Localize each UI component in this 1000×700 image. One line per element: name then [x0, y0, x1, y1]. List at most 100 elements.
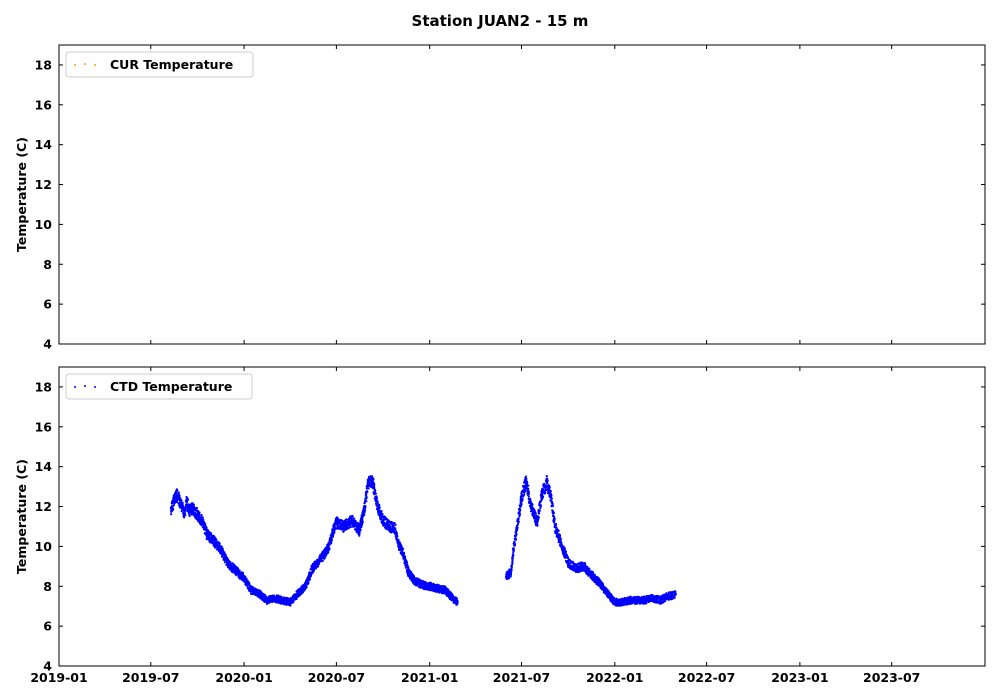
- data-point: [393, 521, 396, 525]
- data-point: [361, 522, 364, 526]
- data-point: [529, 500, 532, 503]
- data-point: [545, 481, 548, 484]
- data-point: [537, 518, 540, 521]
- data-point: [200, 513, 203, 517]
- legend-box: [65, 373, 253, 400]
- data-points-ctd: [169, 475, 677, 607]
- figure-title: Station JUAN2 - 15 m: [412, 12, 589, 30]
- data-point: [219, 547, 222, 550]
- data-point: [517, 520, 521, 523]
- data-point: [198, 515, 201, 518]
- data-point: [184, 505, 187, 508]
- legend: CUR Temperature: [65, 51, 254, 78]
- x-tick-label: 2020-07: [308, 670, 365, 685]
- data-point: [532, 507, 535, 510]
- y-tick-label: 6: [43, 619, 52, 634]
- data-point: [539, 504, 542, 508]
- data-point: [666, 595, 669, 598]
- x-tick-label: 2022-01: [586, 670, 643, 685]
- data-point: [376, 505, 379, 508]
- data-point: [609, 593, 613, 596]
- data-point: [181, 505, 184, 508]
- data-point: [519, 509, 522, 512]
- x-tick-label: 2023-07: [863, 670, 920, 685]
- y-tick-label: 16: [35, 419, 53, 434]
- data-point: [555, 527, 558, 530]
- data-point: [510, 565, 513, 569]
- data-point: [548, 485, 551, 489]
- data-point: [350, 519, 354, 522]
- data-point: [524, 489, 527, 492]
- data-point: [210, 534, 213, 537]
- data-point: [358, 532, 361, 535]
- data-point: [212, 539, 215, 542]
- data-point: [194, 511, 197, 514]
- data-point: [250, 589, 253, 592]
- data-point: [227, 563, 230, 566]
- data-point: [539, 499, 543, 503]
- data-point: [184, 509, 187, 512]
- data-point: [517, 517, 520, 520]
- data-point: [185, 499, 188, 502]
- data-point: [215, 539, 218, 542]
- data-point: [326, 551, 329, 554]
- data-point: [365, 495, 368, 498]
- data-point: [242, 577, 246, 580]
- data-point: [513, 542, 517, 545]
- data-point: [221, 547, 224, 551]
- data-point: [516, 526, 519, 529]
- data-point: [373, 486, 376, 489]
- data-point: [380, 510, 383, 513]
- data-point: [605, 591, 608, 594]
- data-point: [365, 500, 368, 503]
- data-point: [557, 529, 560, 533]
- data-point: [564, 550, 568, 553]
- data-point: [349, 526, 352, 529]
- data-point: [527, 491, 531, 494]
- data-point: [545, 488, 548, 491]
- data-point: [335, 521, 338, 524]
- data-point: [292, 600, 295, 603]
- data-point: [510, 567, 513, 570]
- data-point: [381, 513, 384, 516]
- data-point: [354, 519, 357, 523]
- data-point: [394, 527, 397, 530]
- data-point: [320, 557, 323, 560]
- data-point: [519, 505, 523, 508]
- data-point: [515, 532, 518, 535]
- data-point: [613, 597, 616, 600]
- data-point: [332, 533, 335, 536]
- data-point: [238, 571, 241, 574]
- y-tick-label: 12: [35, 499, 52, 514]
- data-point: [629, 599, 632, 602]
- x-tick-label: 2021-01: [401, 670, 458, 685]
- y-axis-ticks: 4 6 8 10 12 14 16 18: [35, 57, 985, 352]
- data-point: [183, 513, 186, 516]
- data-point: [551, 504, 555, 507]
- data-point: [374, 489, 377, 492]
- data-point: [308, 577, 312, 581]
- data-point: [509, 571, 512, 574]
- data-point: [317, 565, 320, 568]
- data-point: [505, 575, 508, 578]
- data-point: [544, 491, 547, 494]
- y-tick-label: 10: [35, 539, 53, 554]
- y-tick-label: 16: [35, 97, 53, 112]
- data-point: [345, 518, 348, 521]
- data-point: [327, 547, 330, 550]
- data-point: [534, 512, 537, 515]
- data-point: [198, 511, 201, 514]
- data-point: [280, 599, 283, 602]
- data-point: [394, 523, 397, 526]
- data-point: [520, 503, 523, 506]
- data-point: [455, 597, 458, 600]
- data-point: [524, 479, 528, 482]
- data-point: [366, 490, 369, 493]
- data-point: [520, 497, 523, 500]
- data-point: [174, 493, 178, 496]
- data-point: [512, 554, 515, 557]
- data-point: [361, 518, 364, 521]
- data-point: [258, 593, 261, 596]
- data-point: [643, 595, 646, 598]
